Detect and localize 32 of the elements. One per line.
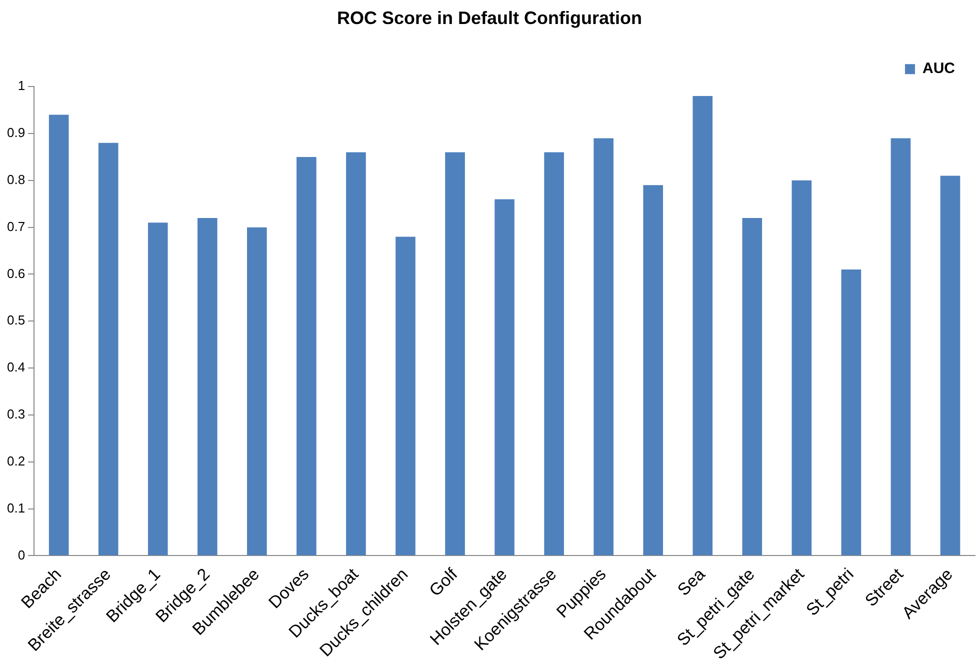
bar bbox=[544, 152, 564, 556]
chart-title: ROC Score in Default Configuration bbox=[336, 8, 642, 28]
bar bbox=[643, 185, 664, 556]
bar bbox=[742, 218, 762, 556]
bar bbox=[148, 222, 168, 556]
bar bbox=[48, 114, 69, 556]
bar bbox=[445, 152, 465, 556]
bar bbox=[98, 142, 118, 556]
bar bbox=[841, 270, 862, 556]
y-tick-label: 0.2 bbox=[6, 453, 26, 468]
y-tick-label: 0.6 bbox=[6, 266, 26, 281]
y-tick-label: 0.7 bbox=[6, 218, 26, 234]
y-tick-label: 0.3 bbox=[6, 406, 26, 422]
y-tick-label: 0.8 bbox=[6, 172, 26, 188]
y-tick-label: 0.9 bbox=[6, 125, 26, 140]
bar bbox=[197, 218, 218, 556]
bar bbox=[296, 156, 316, 556]
legend-label: AUC bbox=[922, 60, 956, 78]
bar bbox=[494, 199, 514, 556]
y-tick-label: 0 bbox=[18, 547, 26, 562]
bar bbox=[594, 138, 614, 556]
bar bbox=[940, 176, 960, 556]
bar bbox=[792, 180, 812, 556]
bar bbox=[346, 152, 366, 556]
bar bbox=[890, 138, 911, 556]
y-tick-label: 0.1 bbox=[6, 500, 26, 516]
y-tick-label: 0.5 bbox=[6, 312, 26, 328]
y-tick-label: 0.4 bbox=[6, 360, 26, 375]
bar bbox=[396, 236, 416, 556]
bar bbox=[247, 227, 267, 556]
bar bbox=[692, 96, 713, 556]
y-tick-label: 1 bbox=[18, 78, 26, 94]
